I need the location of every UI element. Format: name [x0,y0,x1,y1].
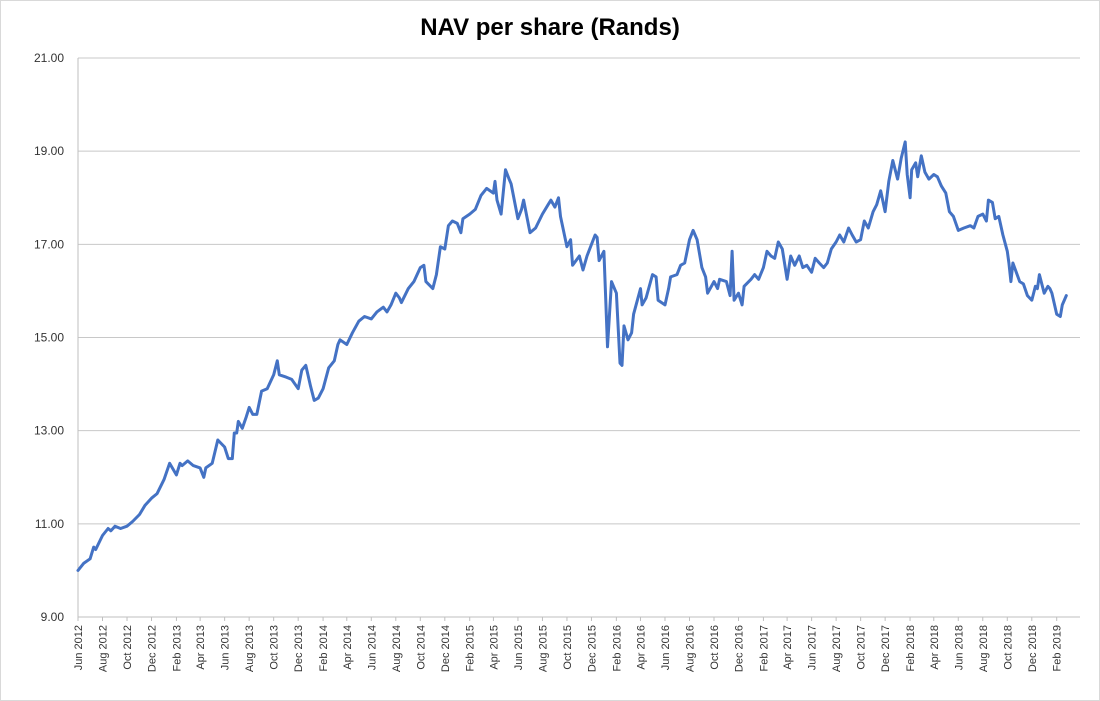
x-tick-label: Oct 2017 [856,625,868,670]
x-tick-label: Jun 2012 [73,625,85,670]
chart-title: NAV per share (Rands) [420,14,680,41]
x-tick-label: Feb 2015 [465,625,477,671]
x-tick-labels: Jun 2012 Aug 2012 Oct 2012 Dec 2012 Feb 2013… [73,625,1064,672]
x-tick-label: Apr 2013 [195,625,207,670]
x-tick-label: Oct 2018 [1002,625,1014,670]
x-tick-label: Aug 2013 [244,625,256,672]
y-tick-label: 11.00 [35,517,64,531]
x-tick-label: Jun 2016 [660,625,672,670]
x-tick-label: Dec 2014 [440,625,452,672]
x-tick-label: Feb 2013 [171,625,183,671]
axes [77,58,1080,621]
x-tick-label: Jun 2015 [513,625,525,670]
x-tick-label: Apr 2014 [342,625,354,670]
x-tick-label: Dec 2018 [1027,625,1039,672]
x-tick-label: Jun 2013 [220,625,232,670]
y-tick-labels: 9.00 11.00 13.00 15.00 17.00 19.00 21.00 [34,51,64,624]
x-tick-label: Apr 2015 [488,625,500,670]
x-tick-label: Oct 2016 [709,625,721,670]
x-tick-label: Aug 2018 [978,625,990,672]
y-tick-label: 19.00 [34,144,64,158]
x-tick-label: Feb 2018 [905,625,917,671]
x-tick-label: Oct 2014 [415,625,427,670]
x-tick-label: Dec 2017 [880,625,892,672]
y-tick-label: 17.00 [34,237,64,251]
x-tick-label: Aug 2012 [98,625,110,672]
x-tick-label: Feb 2017 [758,625,770,671]
x-tick-label: Jun 2017 [807,625,819,670]
x-tick-label: Dec 2015 [586,625,598,672]
gridlines [78,57,1080,525]
x-tick-label: Apr 2016 [635,625,647,670]
x-tick-label: Dec 2016 [734,625,746,672]
x-tick-label: Aug 2015 [537,625,549,672]
x-tick-label: Oct 2012 [122,625,134,670]
x-tick-label: Jun 2018 [953,625,965,670]
x-tick-label: Feb 2019 [1052,625,1064,671]
x-tick-label: Dec 2013 [293,625,305,672]
x-tick-label: Aug 2016 [684,625,696,672]
y-tick-label: 9.00 [41,610,65,624]
x-tick-label: Oct 2015 [562,625,574,670]
series [76,140,1068,572]
y-tick-label: 15.00 [34,331,64,345]
x-tick-label: Oct 2013 [269,625,281,670]
y-tick-label: 13.00 [34,424,64,438]
x-tick-label: Feb 2016 [611,625,623,671]
x-tick-label: Apr 2018 [929,625,941,670]
x-tick-label: Jun 2014 [366,625,378,670]
x-tick-label: Feb 2014 [318,625,330,671]
series-line [76,140,1068,572]
x-tick-label: Apr 2017 [782,625,794,670]
x-tick-label: Dec 2012 [147,625,159,672]
y-tick-label: 21.00 [34,51,64,65]
x-tick-label: Aug 2017 [831,625,843,672]
x-tick-label: Aug 2014 [391,625,403,672]
